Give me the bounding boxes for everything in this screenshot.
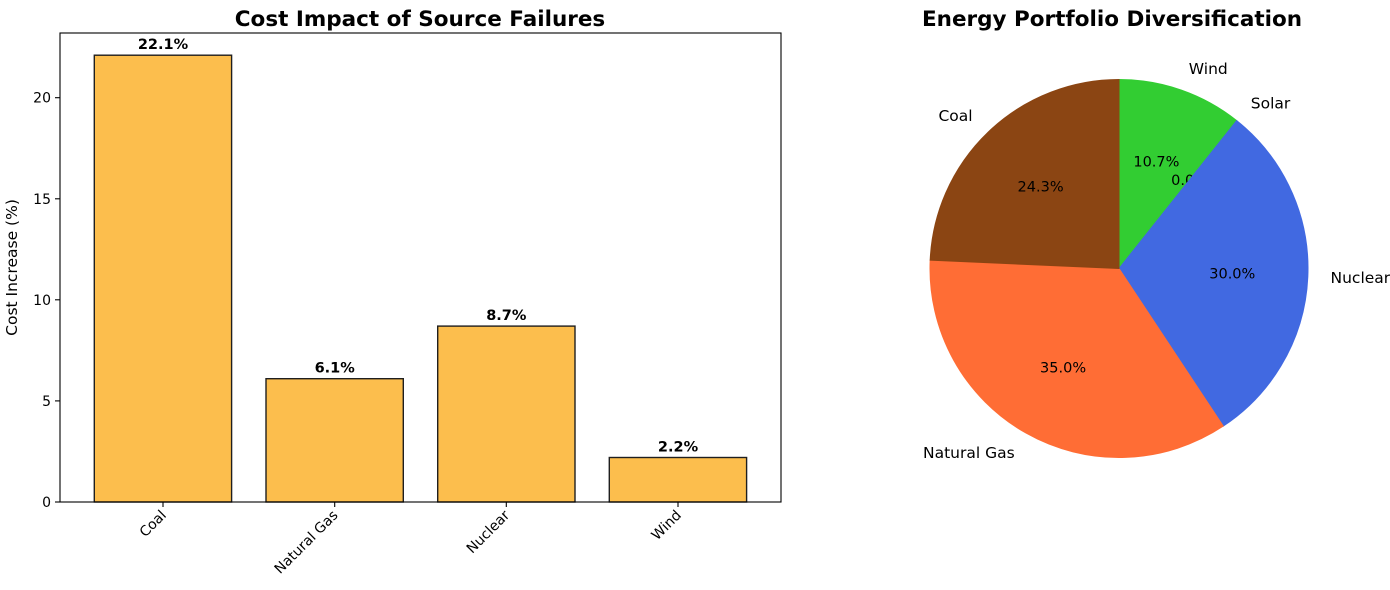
x-tick-label-natural-gas: Natural Gas [272, 508, 342, 578]
pie-chart-title: Energy Portfolio Diversification [922, 7, 1302, 32]
bar-coal [93, 54, 233, 503]
x-tick-label-wind: Wind [649, 508, 685, 544]
bar-value-label-natural-gas: 6.1% [315, 361, 356, 377]
y-tick-label: 0 [42, 495, 51, 511]
pie-category-label-wind: Wind [1189, 60, 1228, 78]
pie-pct-label-coal: 24.3% [1018, 180, 1064, 196]
pie-pct-label-natural-gas: 35.0% [1040, 360, 1086, 376]
bar-nuclear [437, 325, 576, 503]
bar-value-label-wind: 2.2% [658, 440, 699, 456]
x-tick-label-coal: Coal [137, 508, 170, 541]
pie-pct-label-wind: 10.7% [1133, 154, 1179, 170]
pie-slice-wind [1118, 78, 1238, 270]
pie-slice-nuclear [1118, 119, 1309, 427]
bar-chart-y-axis-label: Cost Increase (%) [3, 199, 21, 336]
y-tick-label: 10 [33, 293, 51, 309]
bar-value-label-coal: 22.1% [138, 37, 189, 53]
y-tick-label: 5 [42, 394, 51, 410]
pie-pct-label-nuclear: 30.0% [1209, 267, 1255, 283]
bar-chart: Cost Impact of Source Failures Cost Incr… [3, 7, 782, 578]
pie-slice-coal [929, 78, 1120, 270]
bar-wind [608, 456, 748, 503]
bar-chart-title: Cost Impact of Source Failures [235, 7, 605, 32]
pie-category-label-solar: Solar [1251, 94, 1291, 112]
pie-category-label-nuclear: Nuclear [1331, 269, 1390, 287]
y-tick-label: 20 [33, 91, 51, 107]
y-tick-label: 15 [33, 192, 51, 208]
pie-plot-area: 10.7%Wind0.0%Solar30.0%Nuclear35.0%Natur… [923, 60, 1390, 462]
bar-axes-frame [59, 32, 782, 503]
bar-value-label-nuclear: 8.7% [486, 308, 527, 324]
pie-chart: Energy Portfolio Diversification 10.7% Wi… [922, 7, 1390, 462]
x-tick-label-nuclear: Nuclear [464, 507, 514, 557]
pie-category-label-natural-gas: Natural Gas [923, 444, 1015, 462]
bar-natural-gas [265, 378, 405, 503]
bar-plot-area: 22.1% 6.1% 8.7% 2.2% 0 5 10 15 20 Coal Natural Gas… [33, 32, 782, 578]
pie-slice-natural-gas [929, 259, 1224, 458]
pie-category-label-coal: Coal [938, 107, 972, 125]
